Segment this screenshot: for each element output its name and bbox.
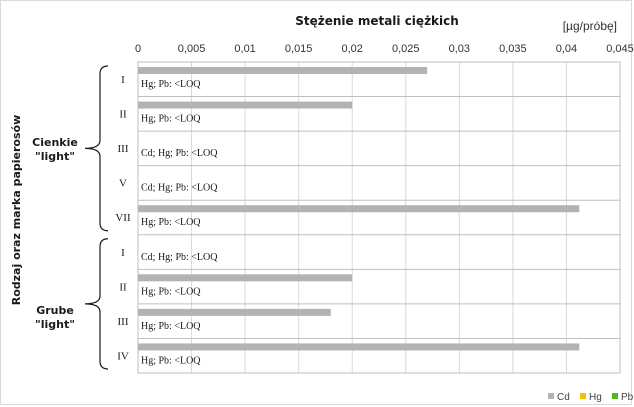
gridlines [191, 62, 567, 373]
category-label: I [121, 74, 125, 86]
category-label: IV [117, 350, 129, 362]
x-tick-label: 0 [135, 43, 141, 55]
loq-annotation: Hg; Pb: <LOQ [141, 321, 201, 332]
legend-label-hg: Hg [589, 392, 602, 403]
plot-area [137, 61, 621, 374]
category-label: III [118, 143, 129, 155]
category-label: II [119, 109, 127, 121]
group-label-cienkie: Cienkie "light" [32, 136, 78, 163]
loq-annotation: Hg; Pb: <LOQ [141, 114, 201, 125]
loq-annotation: Cd; Hg; Pb: <LOQ [141, 183, 218, 194]
group-braces [84, 65, 109, 370]
loq-annotation: Cd; Hg; Pb: <LOQ [141, 252, 218, 263]
x-tick-label: 0,025 [392, 43, 420, 55]
bar-cd [138, 274, 353, 282]
bars [138, 67, 580, 351]
loq-annotation: Hg; Pb: <LOQ [141, 79, 201, 90]
x-tick-label: 0,01 [234, 43, 255, 55]
y-axis-label: Rodzaj oraz marka papierosów [10, 115, 23, 306]
loq-annotation: Cd; Hg; Pb: <LOQ [141, 148, 218, 159]
legend-swatch-hg [580, 393, 586, 399]
bar-cd [138, 101, 353, 109]
group-brace [84, 65, 109, 232]
x-tick-label: 0,03 [449, 43, 470, 55]
unit-label: [µg/próbę] [563, 19, 617, 33]
group-label-grube: Grube "light" [35, 304, 75, 331]
annotations: Hg; Pb: <LOQ Hg; Pb: <LOQ Cd; Hg; Pb: <LOQ… [141, 79, 218, 366]
bar-cd [138, 343, 580, 351]
category-label: V [119, 178, 127, 190]
loq-annotation: Hg; Pb: <LOQ [141, 286, 201, 297]
x-tick-label: 0,005 [178, 43, 206, 55]
x-tick-label: 0,035 [499, 43, 527, 55]
loq-annotation: Hg; Pb: <LOQ [141, 355, 201, 366]
category-label: III [118, 316, 129, 328]
bar-cd [138, 205, 580, 213]
loq-annotation: Hg; Pb: <LOQ [141, 217, 201, 228]
category-label: I [121, 247, 125, 259]
legend: Cd Hg Pb [548, 392, 634, 403]
x-tick-label: 0,02 [342, 43, 363, 55]
x-tick-label: 0,045 [606, 43, 634, 55]
legend-swatch-cd [548, 393, 554, 399]
category-label: VII [115, 212, 131, 224]
x-tick-label: 0,04 [556, 43, 577, 55]
legend-label-pb: Pb [621, 392, 634, 403]
chart-title: Stężenie metali ciężkich [295, 14, 459, 28]
legend-label-cd: Cd [557, 392, 570, 403]
group-brace [84, 238, 109, 370]
x-tick-label: 0,015 [285, 43, 313, 55]
category-label: II [119, 281, 127, 293]
bar-cd [138, 67, 428, 74]
legend-swatch-pb [612, 393, 618, 399]
x-tick-labels: 0 0,005 0,01 0,015 0,02 0,025 0,03 0,035 0,04 0,0… [135, 43, 634, 55]
row-separators [138, 96, 620, 339]
bar-cd [138, 308, 331, 316]
